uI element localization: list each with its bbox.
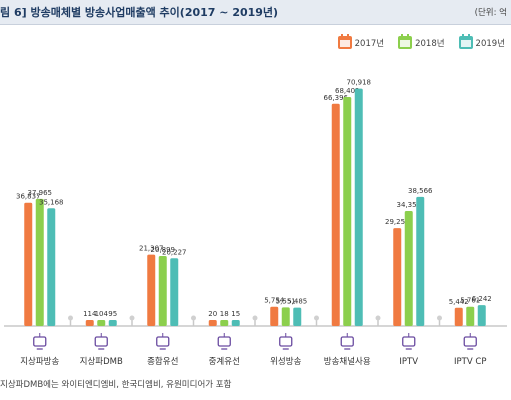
unit-label: (단위: 억 [474, 8, 507, 18]
data-label: 15 [231, 310, 240, 318]
legend-item-0: 2017년 [337, 34, 385, 49]
legend: 2017년 2018년 2019년 [337, 34, 505, 49]
data-label: 95 [108, 310, 117, 318]
bar-2-1 [158, 256, 167, 326]
data-label: 34,358 [397, 201, 422, 209]
category-label: IPTV CP [454, 357, 486, 367]
data-label: 5,551 [276, 297, 296, 305]
group-separator-dot [375, 315, 381, 321]
bar-3-1 [220, 320, 229, 326]
iptv-icon [402, 333, 416, 350]
category-label: 위성방송 [270, 356, 301, 367]
group-separator-dot [191, 315, 196, 321]
data-label: 5,442 [449, 298, 469, 306]
data-label: 5,485 [287, 298, 307, 306]
bar-6-2 [416, 196, 425, 326]
data-label: 70,918 [347, 79, 372, 87]
data-label: 36,837 [16, 193, 41, 201]
chart-header: 림 6] 방송매체별 방송사업매출액 추이(2017 ~ 2019년) (단위:… [0, 0, 511, 25]
category-label: 방송채널사용 [324, 356, 371, 367]
bar-2-2 [170, 258, 179, 326]
bar-1-0 [85, 320, 94, 326]
legend-item-2: 2019년 [458, 34, 505, 49]
data-label: 37,965 [28, 189, 53, 197]
data-label: 20,899 [151, 246, 176, 254]
calendar-icon [398, 34, 413, 49]
legend-label: 2018년 [415, 38, 445, 49]
data-label: 35,168 [39, 198, 64, 206]
bar-3-2 [231, 320, 240, 326]
bar-4-2 [293, 307, 302, 326]
group-separator-dot [437, 315, 442, 321]
tv-icon [33, 333, 47, 350]
category-label: 지상파DMB [80, 356, 123, 367]
category-label: 지상파방송 [20, 356, 59, 367]
data-label: 18 [220, 310, 229, 318]
bar-5-2 [354, 88, 363, 326]
calendar-icon [337, 34, 352, 49]
bar-7-1 [466, 306, 475, 326]
channel-icon [340, 333, 354, 350]
bar-4-0 [270, 306, 279, 326]
chart-title: 림 6] 방송매체별 방송사업매출액 추이(2017 ~ 2019년) [0, 6, 279, 19]
category-label: 중계유선 [209, 356, 240, 367]
data-label: 6,242 [472, 295, 492, 303]
data-label: 29,251 [385, 218, 410, 226]
bar-5-0 [331, 103, 340, 326]
group-separator-dot [68, 315, 73, 321]
group-separator-dot [129, 315, 135, 321]
category-label: IPTV [399, 357, 418, 367]
data-label: 68,402 [335, 87, 360, 95]
footnote: 지상파DMB에는 와이티엔디엠비, 한국디엠비, 유원미디어가 포함 [0, 380, 232, 390]
bar-7-0 [454, 307, 463, 326]
data-label: 38,566 [408, 187, 433, 195]
group-separator-dot [314, 315, 319, 321]
iptv-cp-icon [463, 333, 477, 350]
group-separator-dot [252, 315, 258, 321]
legend-label: 2019년 [475, 38, 505, 49]
relay-icon [217, 333, 231, 350]
bar-1-1 [97, 320, 106, 326]
bar-3-0 [208, 320, 217, 326]
data-label: 21,307 [139, 245, 164, 253]
bar-1-2 [108, 320, 117, 326]
bar-0-1 [35, 198, 44, 326]
satellite-icon [279, 333, 293, 350]
cable-icon [156, 333, 170, 350]
data-label: 5,761 [460, 297, 480, 305]
dmb-icon [94, 333, 108, 350]
bar-6-1 [404, 210, 413, 326]
data-label: 20 [208, 310, 217, 318]
bar-6-0 [393, 228, 402, 326]
data-label: 104 [95, 310, 109, 318]
data-label: 5,754 [264, 297, 285, 305]
data-label: 20,227 [162, 248, 187, 256]
legend-label: 2017년 [354, 38, 385, 49]
bar-2-0 [147, 254, 156, 326]
category-label: 종합유선 [147, 357, 178, 367]
bar-0-2 [47, 208, 56, 326]
data-label: 114 [83, 310, 97, 318]
legend-item-1: 2018년 [398, 34, 445, 49]
calendar-icon [458, 34, 473, 49]
bar-0-0 [24, 202, 33, 326]
data-label: 66,396 [324, 94, 349, 102]
bar-5-1 [343, 97, 352, 326]
bar-4-1 [281, 307, 290, 326]
bar-7-2 [477, 305, 486, 326]
